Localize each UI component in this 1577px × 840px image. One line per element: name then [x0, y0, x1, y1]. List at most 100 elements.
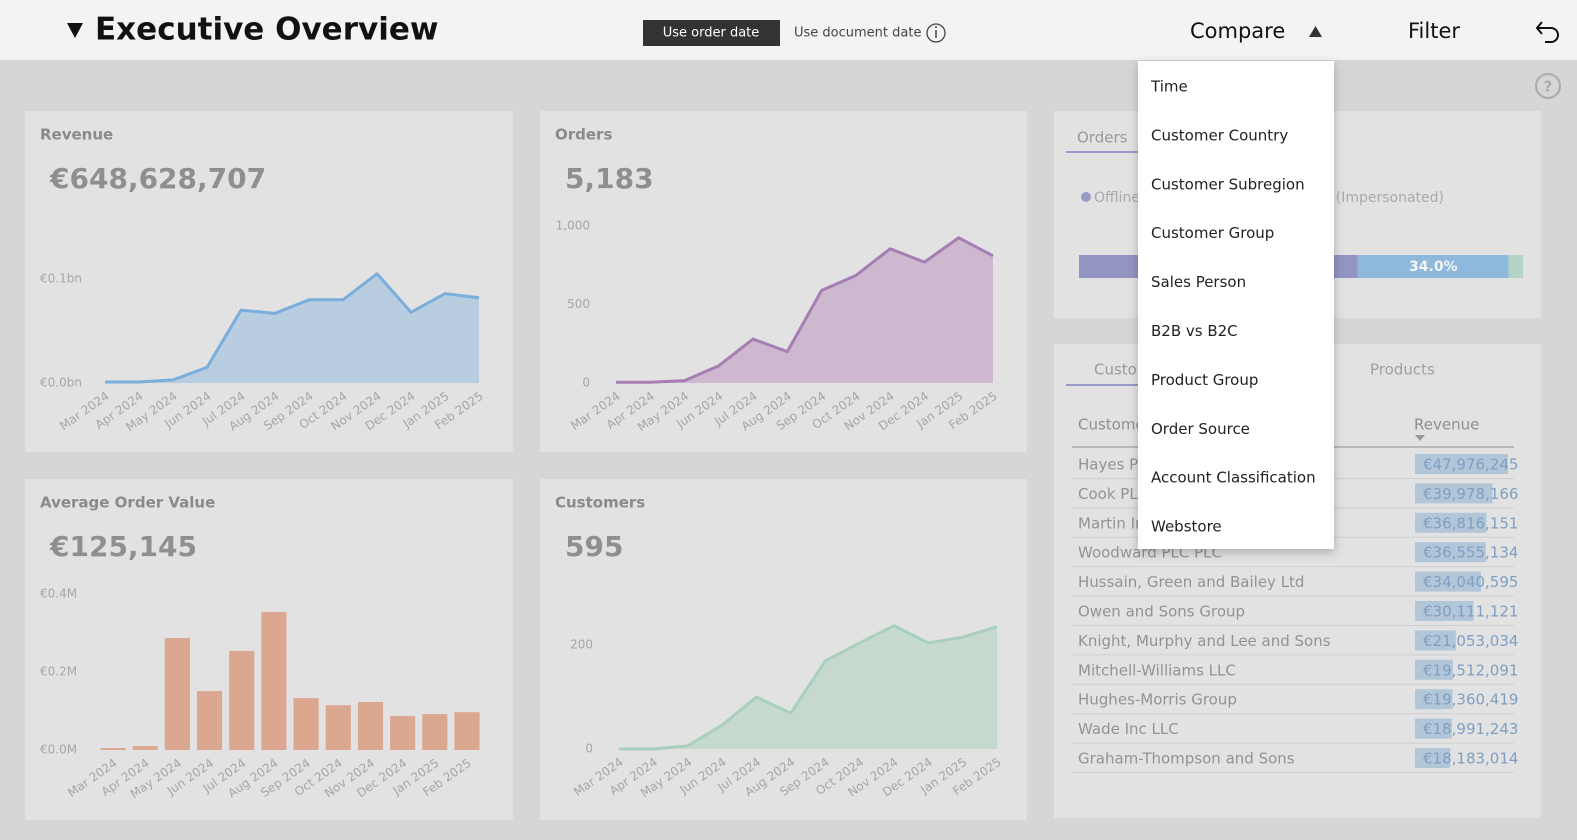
card-title: Customers [555, 494, 645, 512]
customer-name[interactable]: Hayes PLC [1078, 456, 1157, 474]
compare-dropdown [1138, 61, 1334, 549]
revenue-value: €18,991,243 [1423, 720, 1518, 738]
kpi-value: €648,628,707 [49, 162, 266, 195]
revenue-bar [1415, 512, 1487, 533]
card-title: Orders [555, 126, 612, 144]
y-tick-label: 0 [585, 742, 593, 756]
line [619, 624, 998, 751]
menu-item[interactable]: B2B vs B2C [1151, 322, 1238, 340]
y-tick-label: 500 [567, 297, 590, 311]
bar [196, 691, 223, 750]
revenue-bar [1415, 542, 1486, 563]
bar [229, 650, 255, 750]
y-tick-label: €0.0bn [40, 376, 82, 390]
compare-menu: Time Customer Country Customer Subregion Cu… [1150, 78, 1316, 536]
help-icon-glyph: ? [1544, 78, 1553, 96]
help-icon[interactable] [1535, 73, 1561, 99]
kpi-value: 595 [565, 530, 623, 563]
y-tick-label: €0.4M [40, 587, 77, 601]
menu-item[interactable]: Customer Subregion [1151, 175, 1305, 193]
customer-name[interactable]: Hussain, Green and Bailey Ltd [1078, 573, 1304, 591]
split-tab[interactable]: Orders [1077, 129, 1128, 147]
revenue-value: €21,053,034 [1423, 632, 1518, 650]
customer-name[interactable]: Graham-Thompson and Sons [1078, 750, 1295, 768]
segment-label: 34.0% [1409, 259, 1458, 275]
revenue-value: €36,816,151 [1423, 514, 1518, 532]
customer-name[interactable]: Mitchell-Williams LLC [1078, 661, 1236, 679]
revenue-value: €34,040,595 [1423, 573, 1518, 591]
info-icon[interactable] [926, 23, 946, 43]
kpi-value: 5,183 [565, 162, 654, 195]
sort-icon [1415, 435, 1425, 441]
filter-button[interactable]: Filter [1408, 19, 1460, 43]
customer-name[interactable]: Knight, Murphy and Lee and Sons [1078, 632, 1331, 650]
column-header[interactable]: Customer [1078, 416, 1152, 434]
bar [454, 712, 480, 750]
y-tick-label: €0.1bn [40, 272, 82, 286]
menu-item[interactable]: Customer Country [1151, 126, 1288, 144]
menu-item[interactable]: Sales Person [1151, 273, 1246, 291]
info-icon-dot [935, 26, 937, 28]
y-tick-label: €0.2M [40, 665, 77, 679]
collapse-icon[interactable] [67, 23, 83, 38]
revenue-bar [1415, 571, 1481, 592]
revenue-bar [1415, 630, 1456, 651]
y-tick-label: 1,000 [556, 219, 590, 233]
bar [422, 714, 448, 750]
menu-item[interactable]: Account Classification [1151, 469, 1316, 487]
back-icon[interactable] [1535, 21, 1559, 43]
kpi-value: €125,145 [49, 530, 197, 563]
line [616, 236, 994, 384]
revenue-card [25, 111, 513, 452]
menu-item[interactable]: Webstore [1151, 518, 1222, 536]
area [105, 273, 479, 383]
revenue-value: €18,183,014 [1423, 750, 1518, 768]
column-header[interactable]: Revenue [1414, 416, 1479, 434]
menu-item[interactable]: Order Source [1151, 420, 1250, 438]
legend-swatch [1081, 192, 1091, 202]
bar [100, 748, 126, 750]
menu-item[interactable]: Customer Group [1151, 224, 1274, 242]
revenue-value: €19,512,091 [1423, 661, 1518, 679]
compare-button[interactable]: Compare [1190, 19, 1285, 43]
card-title: Revenue [40, 126, 113, 144]
line [105, 272, 480, 384]
revenue-bar [1415, 718, 1452, 739]
revenue-bar [1415, 483, 1493, 504]
customer-name[interactable]: Martin Inc [1078, 514, 1153, 532]
toggle-off-label[interactable]: Use document date [794, 26, 921, 41]
toggle-on-label[interactable]: Use order date [663, 26, 760, 41]
compare-caret[interactable] [1309, 26, 1322, 37]
bar [325, 705, 351, 750]
bar [132, 746, 158, 750]
y-tick-label: 200 [570, 638, 593, 652]
revenue-value: €39,978,166 [1423, 485, 1518, 503]
page-title: Executive Overview [95, 12, 438, 48]
revenue-bar [1415, 748, 1451, 768]
revenue-value: €30,111,121 [1423, 603, 1518, 621]
customer-name[interactable]: Hughes-Morris Group [1078, 691, 1237, 709]
card-title: Average Order Value [40, 494, 215, 512]
customer-name[interactable]: Wade Inc LLC [1078, 720, 1179, 738]
bar [261, 611, 287, 750]
revenue-bar [1415, 689, 1453, 710]
toggle-on[interactable] [643, 20, 780, 46]
revenue-bar [1415, 601, 1474, 621]
menu-item[interactable]: Product Group [1151, 371, 1258, 389]
customer-name[interactable]: Cook PLC [1078, 485, 1148, 503]
revenue-bar [1415, 454, 1508, 474]
bar [357, 702, 384, 750]
legend-label: Offline [1094, 190, 1140, 206]
bar [293, 698, 319, 750]
revenue-value: €47,976,245 [1423, 456, 1518, 474]
tab-products[interactable]: Products [1370, 361, 1435, 379]
revenue-bar [1415, 659, 1453, 680]
customer-name[interactable]: Owen and Sons Group [1078, 603, 1245, 621]
revenue-value: €19,360,419 [1423, 691, 1518, 709]
menu-item[interactable]: Time [1150, 78, 1188, 96]
bar [164, 638, 190, 750]
y-tick-label: €0.0M [40, 743, 77, 757]
